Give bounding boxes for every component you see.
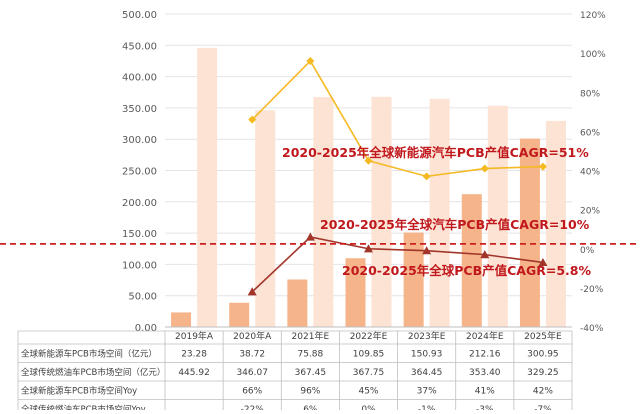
table-cell: 75.88	[297, 350, 323, 360]
table-cell: 329.25	[527, 368, 559, 378]
table-cell: -1%	[418, 405, 436, 410]
marker-nev-yoy	[306, 56, 315, 65]
table-cell: 150.93	[411, 350, 443, 360]
y-left-tick-label: 350.00	[122, 104, 157, 115]
y-left-tick-label: 150.00	[122, 229, 157, 240]
y-left-tick-label: 400.00	[122, 73, 157, 84]
bar-ice-6	[545, 120, 566, 328]
line-series-ice-yoy	[251, 236, 544, 293]
bar-ice-3	[371, 96, 392, 327]
bar-nev-6	[519, 138, 540, 327]
x-tick-label: 2019年A	[175, 330, 214, 342]
table-cell: 364.45	[411, 368, 443, 378]
table-cell: 445.92	[178, 368, 210, 378]
table-cell: 96%	[300, 387, 320, 397]
y-left-tick-label: 0.00	[135, 323, 157, 334]
table-row-label: 全球传统燃油车PCB市场空间Yoy	[21, 404, 146, 410]
y-right-tick-label: 80%	[580, 89, 600, 99]
marker-ice-yoy	[305, 232, 315, 241]
table-cell: 42%	[533, 387, 553, 397]
bar-ice-5	[487, 105, 508, 327]
y-left-tick-label: 250.00	[122, 167, 157, 178]
bar-ice-4	[429, 98, 450, 327]
table-row-label: 全球新能源车PCB市场空间（亿元）	[21, 349, 157, 360]
marker-nev-yoy	[538, 162, 547, 171]
marker-ice-yoy	[364, 244, 373, 253]
bar-nev-5	[461, 194, 482, 327]
bar-ice-2	[313, 96, 334, 327]
marker-ice-yoy	[247, 287, 257, 296]
table-cell: -22%	[241, 405, 265, 410]
annotation-cagr-2: 2020-2025年全球PCB产值CAGR=5.8%	[342, 263, 591, 278]
table-cell: 0%	[361, 405, 376, 410]
y-right-tick-label: -40%	[580, 324, 604, 334]
table-cell: 38.72	[239, 350, 265, 360]
table-cell: 23.28	[181, 350, 207, 360]
table-cell: 6%	[303, 405, 318, 410]
annotation-cagr-0: 2020-2025年全球新能源汽车PCB产值CAGR=51%	[282, 145, 589, 160]
x-tick-label: 2024年E	[466, 330, 504, 342]
table-cell: 45%	[358, 387, 378, 397]
bar-nev-1	[229, 302, 250, 327]
annotation-cagr-1: 2020-2025年全球汽车PCB产值CAGR=10%	[320, 217, 590, 232]
y-right-tick-label: 100%	[580, 50, 606, 60]
table-cell: 212.16	[469, 350, 501, 360]
table-cell: 367.45	[295, 368, 327, 378]
bar-ice-1	[255, 110, 276, 327]
y-right-tick-label: 40%	[580, 168, 600, 178]
table-cell: 367.75	[353, 368, 385, 378]
table-cell: 300.95	[527, 350, 559, 360]
y-right-tick-label: 0%	[580, 246, 595, 256]
y-right-tick-label: -20%	[580, 285, 604, 295]
marker-ice-yoy	[538, 257, 548, 267]
bar-nev-0	[171, 312, 192, 327]
y-right-tick-label: 60%	[580, 128, 600, 138]
table-cell: 66%	[242, 387, 262, 397]
table-cell: -7%	[534, 405, 552, 410]
x-tick-label: 2022年E	[350, 330, 388, 342]
y-right-tick-label: 20%	[580, 207, 600, 217]
y-left-tick-label: 500.00	[122, 10, 157, 21]
table-cell: 37%	[417, 387, 437, 397]
table-row-label: 全球传统燃油车PCB市场空间（亿元）	[21, 367, 165, 378]
y-left-tick-label: 100.00	[122, 260, 157, 271]
y-left-tick-label: 200.00	[122, 198, 157, 209]
table-cell: 353.40	[469, 368, 501, 378]
marker-nev-yoy	[364, 156, 373, 165]
x-tick-label: 2020年A	[233, 330, 272, 342]
bar-nev-4	[403, 232, 424, 327]
marker-nev-yoy	[422, 172, 431, 181]
y-left-tick-label: 50.00	[128, 292, 157, 303]
bar-ice-0	[197, 47, 218, 328]
marker-ice-yoy	[422, 246, 432, 255]
marker-nev-yoy	[248, 115, 257, 124]
table-cell: 346.07	[236, 368, 268, 378]
x-tick-label: 2021年E	[292, 330, 330, 342]
table-cell: 109.85	[353, 350, 385, 360]
marker-nev-yoy	[480, 164, 489, 173]
x-tick-label: 2023年E	[408, 330, 446, 342]
line-series-nev-yoy	[251, 59, 543, 178]
bar-nev-2	[287, 279, 308, 327]
y-left-tick-label: 300.00	[122, 135, 157, 146]
bar-nev-3	[345, 258, 366, 327]
x-tick-label: 2025年E	[524, 330, 562, 342]
y-left-tick-label: 450.00	[122, 41, 157, 52]
table-row-label: 全球新能源车PCB市场空间Yoy	[21, 386, 137, 397]
y-right-tick-label: 120%	[580, 11, 606, 21]
table-cell: -3%	[476, 405, 494, 410]
marker-ice-yoy	[480, 250, 490, 259]
table-cell: 41%	[475, 387, 495, 397]
